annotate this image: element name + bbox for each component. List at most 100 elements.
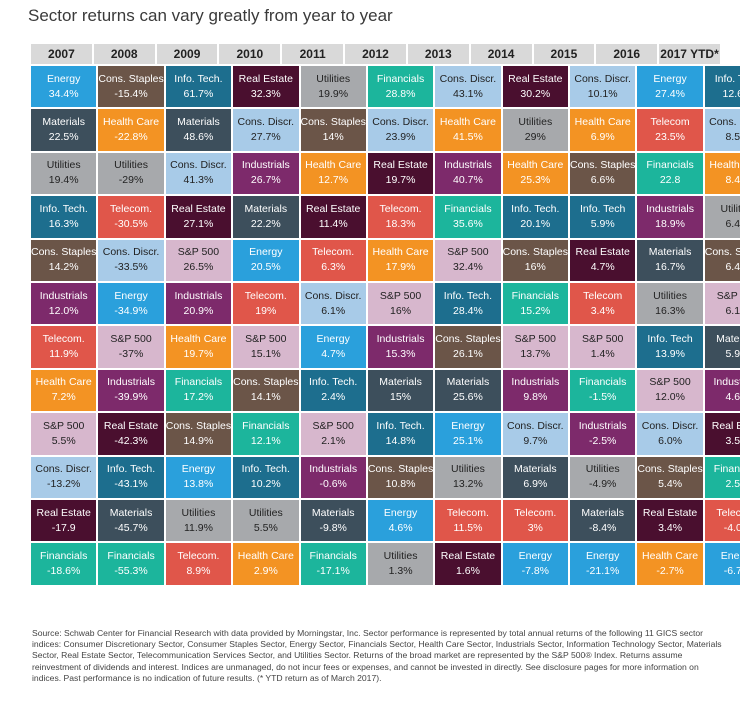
sector-return-value: -45.7% bbox=[114, 521, 148, 534]
sector-cell: Telecom. 19% bbox=[233, 282, 299, 325]
sector-return-value: 20.9% bbox=[183, 304, 214, 317]
sector-cell: S&P 500 32.4% bbox=[435, 239, 501, 281]
sector-cell: Health Care -22.8% bbox=[98, 109, 164, 151]
source-footnote: Source: Schwab Center for Financial Rese… bbox=[32, 628, 722, 683]
sector-cell: Financials -18.6% bbox=[31, 543, 97, 585]
sector-return-value: 10.1% bbox=[587, 87, 618, 100]
sector-label: Financials bbox=[713, 463, 740, 476]
sector-return-value: 6.4% bbox=[725, 217, 740, 230]
sector-return-value: -1.5% bbox=[588, 391, 617, 404]
sector-return-value: 2.5% bbox=[725, 478, 740, 491]
sector-label: Info. Tech bbox=[647, 333, 693, 346]
sector-cell: Cons. Staples 14.2% bbox=[31, 239, 97, 281]
sector-cell: Cons. Discr. 27.7% bbox=[233, 109, 299, 151]
sector-label: Financials bbox=[444, 202, 492, 215]
sector-label: S&P 500 bbox=[379, 289, 422, 302]
sector-label: Cons. Staples bbox=[502, 246, 568, 259]
sector-return-value: 14.1% bbox=[250, 391, 281, 404]
sector-return-value: -17.1% bbox=[316, 564, 350, 577]
sector-cell: Utilities 29% bbox=[502, 109, 568, 151]
sector-return-value: -13.2% bbox=[47, 478, 81, 491]
sector-label: Real Estae bbox=[711, 419, 740, 432]
sector-label: Cons. Discr. bbox=[507, 419, 564, 432]
sector-return-value: 6.6% bbox=[590, 174, 615, 187]
sector-return-value: -9.8% bbox=[319, 521, 347, 534]
sector-label: Cons. Discr. bbox=[574, 72, 631, 85]
sector-label: Real Estate bbox=[36, 506, 91, 519]
sector-label: Utilities bbox=[248, 506, 283, 519]
sector-return-value: 41.3% bbox=[183, 174, 214, 187]
sector-cell: Energy 13.8% bbox=[165, 456, 232, 498]
sector-return-value: 3.4% bbox=[658, 521, 683, 534]
sector-cell: Energy -34.9% bbox=[98, 282, 164, 325]
sector-cell: Cons. Discr. 41.3% bbox=[165, 152, 232, 195]
sector-label: Info. Tech. bbox=[309, 376, 358, 389]
sector-cell: Utilities 1.3% bbox=[367, 543, 434, 585]
sector-return-value: 13.9% bbox=[655, 348, 685, 361]
sector-cell: Materials 6.9% bbox=[502, 456, 568, 498]
sector-cell: Financials 28.8% bbox=[367, 66, 434, 108]
sector-label: Cons. Discr. bbox=[439, 72, 497, 85]
sector-label: Info. Tech. bbox=[443, 289, 493, 302]
sector-label: Industrials bbox=[713, 376, 740, 389]
sector-label: Info. Tech bbox=[714, 72, 740, 85]
sector-label: S&P 500 bbox=[649, 376, 691, 389]
year-column: Info. Tech 12.6% Cons. Discr. 8.5% Health Ca… bbox=[704, 66, 740, 587]
sector-label: Utilities bbox=[585, 463, 620, 476]
sector-cell: S&P 500 26.5% bbox=[165, 239, 232, 281]
sector-return-value: -39.9% bbox=[114, 391, 148, 404]
sector-label: Health Care bbox=[574, 116, 631, 129]
sector-cell: Health Care 25.3% bbox=[502, 152, 568, 195]
sector-cell: Materials 16.7% bbox=[637, 239, 703, 281]
sector-label: Materials bbox=[648, 246, 692, 259]
chart-title: Sector returns can vary greatly from yea… bbox=[28, 6, 393, 25]
sector-cell: Health Care 7.2% bbox=[31, 369, 97, 412]
sector-label: Utilities bbox=[181, 506, 216, 519]
sector-return-value: 3.5% bbox=[725, 434, 740, 447]
sector-label: Info. Tech. bbox=[376, 419, 425, 432]
sector-cell: Cons. Staples 14.9% bbox=[165, 413, 232, 455]
grid-body: Energy 34.4% Materials 22.5% Utilities 19.4% I… bbox=[31, 66, 740, 587]
sector-label: Utilities bbox=[383, 549, 418, 562]
sector-label: Telecom. bbox=[177, 549, 220, 562]
sector-return-value: 43.1% bbox=[453, 87, 483, 100]
sector-return-value: 1.6% bbox=[455, 564, 480, 577]
sector-cell: Info. Tech 13.9% bbox=[637, 326, 703, 368]
sector-return-value: -22.8% bbox=[114, 131, 148, 144]
sector-cell: Cons. Discr. 10.1% bbox=[570, 66, 636, 108]
sector-return-value: 11.9% bbox=[49, 348, 79, 361]
sector-return-value: -37% bbox=[118, 348, 144, 361]
sector-cell: Health Care 6.9% bbox=[570, 109, 636, 151]
year-column: Info. Tech. 61.7% Materials 48.6% Cons. Disc… bbox=[165, 66, 232, 587]
sector-return-value: -33.5% bbox=[114, 261, 148, 274]
sector-return-value: 11.9% bbox=[183, 521, 213, 534]
sector-cell: Financials 12.1% bbox=[233, 413, 299, 455]
sector-return-value: -4.9% bbox=[588, 478, 617, 491]
sector-label: Industrials bbox=[107, 376, 155, 389]
year-column: Energy 27.4% Telecom 23.5% Financials 22.8 Ind… bbox=[637, 66, 703, 587]
sector-cell: Materials 25.6% bbox=[435, 369, 501, 412]
sector-label: Health Care bbox=[35, 376, 92, 389]
sector-return-value: 14.9% bbox=[183, 434, 214, 447]
sector-return-value: 16% bbox=[524, 261, 546, 274]
sector-label: Industrials bbox=[511, 376, 560, 389]
sector-label: Info. Tech. bbox=[106, 463, 156, 476]
sector-cell: Cons. Staples 14.1% bbox=[233, 369, 299, 412]
sector-label: Telecom. bbox=[42, 333, 85, 346]
sector-return-value: 11.4% bbox=[318, 217, 348, 230]
sector-cell: Materials 48.6% bbox=[165, 109, 232, 151]
sector-return-value: 1.4% bbox=[590, 348, 615, 361]
sector-label: Real Estate bbox=[238, 72, 293, 85]
sector-return-value: -21.1% bbox=[586, 564, 620, 577]
sector-return-value: -6.7% bbox=[723, 564, 740, 577]
sector-cell: S&P 500 5.5% bbox=[31, 413, 97, 455]
sector-cell: Telecom. -4.0% bbox=[704, 499, 740, 542]
sector-label: Telecom. bbox=[110, 202, 153, 215]
sector-return-value: 34.4% bbox=[48, 87, 79, 100]
sector-cell: Cons. Staples -15.4% bbox=[98, 66, 164, 108]
sector-return-value: 4.6% bbox=[388, 521, 413, 534]
sector-label: Health Care bbox=[103, 116, 160, 129]
sector-return-value: -18.6% bbox=[47, 564, 81, 577]
sector-cell: Energy 27.4% bbox=[637, 66, 703, 108]
sector-return-value: 16% bbox=[390, 304, 412, 317]
